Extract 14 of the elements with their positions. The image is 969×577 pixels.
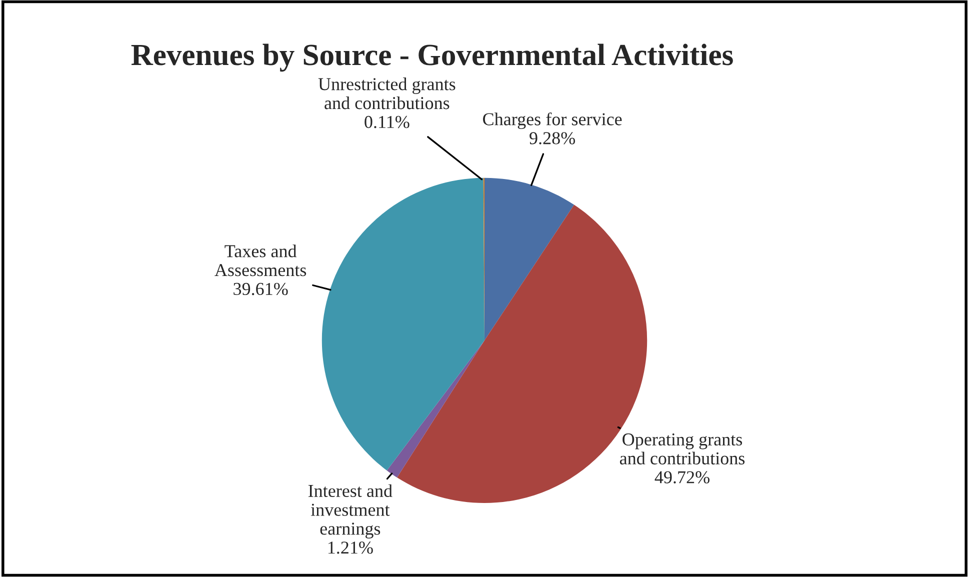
- pie-slice: [322, 178, 484, 470]
- pie-slice: [386, 340, 484, 478]
- data-label: 9.28%: [530, 132, 576, 144]
- slice-label: Operating grants and contributions: [620, 433, 745, 464]
- data-label: 39.61%: [234, 282, 288, 296]
- slice-label: Unrestricted grants and contributions: [318, 78, 456, 110]
- slice-label: Taxes and Assessments: [214, 244, 306, 276]
- pie-slice: [484, 178, 574, 340]
- chart-title: Revenues by Source - Governmental Activities: [131, 44, 733, 72]
- slice-label: Charges for service: [483, 112, 622, 130]
- data-label: 1.21%: [328, 542, 373, 554]
- data-label: 0.11%: [364, 116, 410, 128]
- slice-label: Interest and investment earnings: [308, 484, 392, 538]
- data-label: 49.72%: [654, 471, 710, 484]
